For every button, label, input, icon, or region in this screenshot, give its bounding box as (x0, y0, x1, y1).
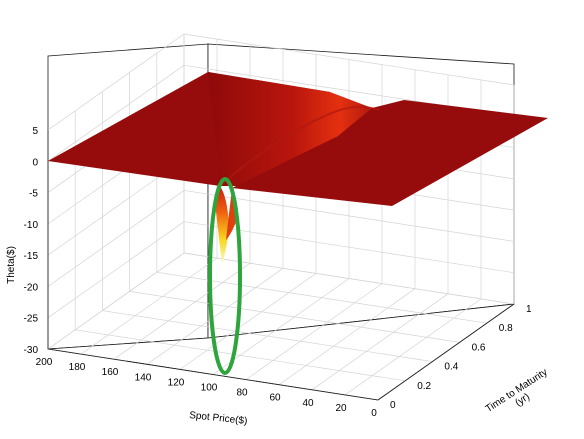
x-tick-label: 20 (335, 403, 347, 414)
floor-grid-x (278, 288, 416, 385)
x-tick-label: 0 (371, 408, 377, 419)
floor-grid-x (80, 257, 218, 355)
x-axis-title: Spot Price($) (189, 410, 248, 427)
x-axis-line (47, 348, 379, 401)
left-wall-grid-z (47, 64, 185, 162)
z-tick-label: 5 (32, 126, 38, 137)
floor-grid-x (311, 293, 449, 391)
left-wall-grid-z (47, 252, 185, 350)
left-wall-grid-z (47, 221, 185, 319)
x-tick-label: 180 (69, 362, 86, 373)
x-tick-labels: 200 180 160 140 120 100 80 60 40 20 0 (36, 357, 378, 419)
z-tick-label: -15 (24, 251, 39, 262)
x-tick-label: 120 (168, 377, 185, 388)
z-tick-label: -10 (24, 220, 39, 231)
y-tick-label: 0.6 (472, 342, 486, 353)
z-tick-label: 0 (32, 157, 38, 168)
floor-grid-y (102, 310, 433, 362)
floor-grid-y (75, 329, 406, 382)
floor-grid-x (212, 278, 350, 375)
x-tick-label: 140 (135, 372, 152, 383)
y-tick-labels: 0 0.2 0.4 0.6 0.8 1 (390, 304, 532, 411)
y-tick-label: 1 (526, 304, 532, 315)
z-tick-labels: 5 0 -5 -10 -15 -20 -25 -30 (24, 126, 39, 356)
surface-sheet-low-spot (232, 100, 548, 206)
z-axis-title: Theta($) (6, 246, 17, 284)
y-tick-label: 0.8 (499, 323, 513, 334)
z-tick-label: -5 (29, 189, 38, 200)
floor-grid-x (245, 283, 383, 380)
left-wall-grid-z (47, 33, 185, 131)
y-tick-label: 0.4 (444, 362, 458, 373)
x-tick-label: 100 (201, 383, 218, 394)
x-tick-label: 200 (36, 357, 53, 368)
theta-surface (48, 72, 548, 264)
left-wall-grid-z (47, 190, 185, 287)
x-tick-label: 60 (269, 393, 281, 404)
floor-grid-x (179, 273, 317, 370)
y-axis-line (377, 303, 515, 401)
surface-spike (215, 184, 229, 264)
floor-grid-x (113, 262, 251, 360)
z-tick-label: -30 (24, 345, 39, 356)
highlight-ellipse (208, 177, 242, 375)
floor-grid-x (146, 268, 284, 365)
x-tick-label: 40 (302, 398, 314, 409)
y-tick-label: 0.2 (417, 381, 431, 392)
z-tick-label: -20 (24, 282, 39, 293)
floor-grid-x (344, 298, 482, 396)
z-tick-label: -25 (24, 314, 39, 325)
surface-seam (219, 105, 381, 187)
y-tick-label: 0 (390, 400, 396, 411)
floor-grid-y (129, 291, 460, 343)
x-tick-label: 80 (236, 388, 248, 399)
x-tick-label: 160 (102, 367, 119, 378)
y-axis-title-line1: Time to Maturity (484, 367, 550, 415)
